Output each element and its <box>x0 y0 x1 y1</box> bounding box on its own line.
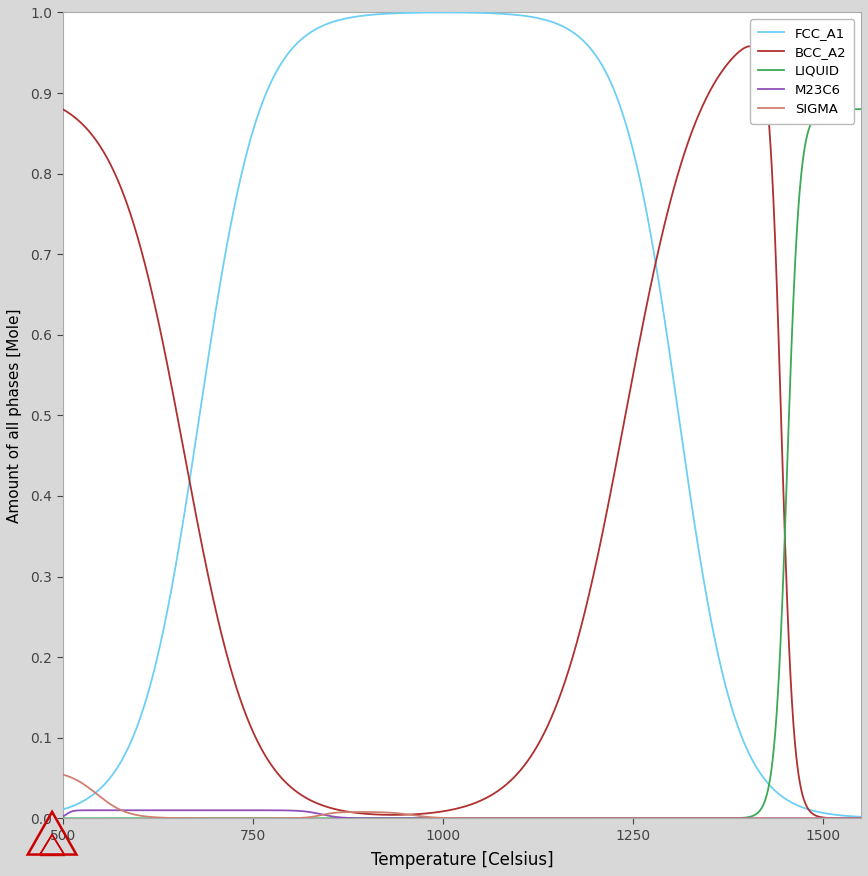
LIQUID <box>576 813 587 823</box>
FCC_A1 <box>577 34 588 45</box>
FCC_A1 <box>714 654 725 665</box>
FCC_A1 <box>856 811 866 822</box>
M23C6 <box>856 813 866 823</box>
M23C6 <box>577 813 588 823</box>
SIGMA <box>202 813 213 823</box>
FCC_A1 <box>439 7 450 18</box>
BCC_A2 <box>856 813 866 823</box>
SIGMA <box>576 813 587 823</box>
LIQUID <box>713 813 724 823</box>
FCC_A1 <box>363 10 373 20</box>
SIGMA <box>654 813 664 823</box>
Line: SIGMA: SIGMA <box>62 774 861 818</box>
Line: BCC_A2: BCC_A2 <box>62 46 861 818</box>
BCC_A2 <box>536 733 547 744</box>
FCC_A1 <box>536 14 547 25</box>
LIQUID <box>202 813 213 823</box>
Line: M23C6: M23C6 <box>62 810 861 818</box>
SIGMA <box>536 813 547 823</box>
M23C6 <box>714 813 725 823</box>
Line: FCC_A1: FCC_A1 <box>62 12 861 816</box>
M23C6 <box>128 805 138 816</box>
M23C6 <box>363 813 373 823</box>
M23C6 <box>651 813 661 823</box>
BCC_A2 <box>576 618 587 629</box>
FCC_A1 <box>202 357 213 367</box>
Y-axis label: Amount of all phases [Mole]: Amount of all phases [Mole] <box>7 308 22 523</box>
M23C6 <box>57 811 68 822</box>
BCC_A2 <box>654 245 664 256</box>
LIQUID <box>57 813 68 823</box>
FCC_A1 <box>654 276 664 286</box>
Line: LIQUID: LIQUID <box>62 110 861 818</box>
M23C6 <box>202 805 213 816</box>
LIQUID <box>363 813 373 823</box>
BCC_A2 <box>57 104 68 115</box>
SIGMA <box>713 813 724 823</box>
M23C6 <box>654 813 664 823</box>
Legend: FCC_A1, BCC_A2, LIQUID, M23C6, SIGMA: FCC_A1, BCC_A2, LIQUID, M23C6, SIGMA <box>750 19 854 124</box>
BCC_A2 <box>713 70 724 81</box>
X-axis label: Temperature [Celsius]: Temperature [Celsius] <box>371 851 553 869</box>
BCC_A2 <box>745 41 755 52</box>
SIGMA <box>826 813 837 823</box>
BCC_A2 <box>202 569 213 579</box>
LIQUID <box>856 104 866 115</box>
LIQUID <box>536 813 547 823</box>
M23C6 <box>536 813 547 823</box>
SIGMA <box>363 807 373 817</box>
FCC_A1 <box>57 804 68 815</box>
SIGMA <box>57 769 68 780</box>
LIQUID <box>654 813 664 823</box>
SIGMA <box>856 813 866 823</box>
BCC_A2 <box>363 809 373 819</box>
